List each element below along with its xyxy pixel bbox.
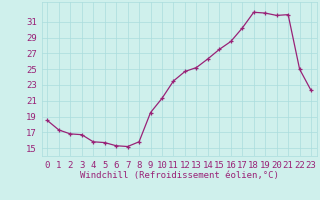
X-axis label: Windchill (Refroidissement éolien,°C): Windchill (Refroidissement éolien,°C) [80, 171, 279, 180]
